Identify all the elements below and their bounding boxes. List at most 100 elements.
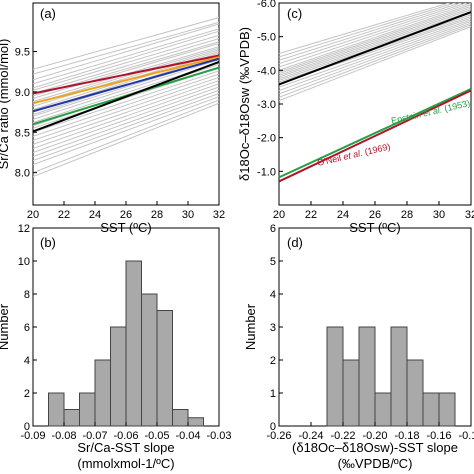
histogram-bar <box>63 409 80 427</box>
y-tick-label: 4 <box>270 289 276 301</box>
histogram-bar <box>156 310 173 427</box>
panel-d-y-axis-label: Number <box>243 303 258 350</box>
gray-regression-line <box>33 30 219 89</box>
panel-b-x-axis-label: Sr/Ca-SST slope <box>77 440 174 455</box>
gray-regression-line <box>33 76 219 141</box>
x-tick-label: -0.08 <box>51 430 76 442</box>
panel-a-y-axis-label: Sr/Ca ratio (mmol/mol) <box>0 39 11 170</box>
y-tick-label: 12 <box>18 223 30 235</box>
panel-b-x-ticks: -0.09 -0.08 -0.07 -0.06 -0.05 -0.04 -0.03 <box>20 422 232 442</box>
panel-c-y-axis-label: δ18Oc–δ18Osw (‰VPDB) <box>237 27 252 181</box>
x-tick-label: 26 <box>369 209 381 221</box>
x-tick-label: 32 <box>213 209 225 221</box>
gray-regression-line <box>33 70 219 133</box>
panel-d-bars <box>326 326 456 427</box>
gray-regression-line <box>33 28 219 85</box>
gray-regression-line <box>33 96 219 166</box>
gray-regression-line <box>33 99 219 174</box>
panel-d-label: (d) <box>287 235 303 250</box>
panel-b-y-ticks: 0 2 4 6 8 10 12 <box>18 223 37 433</box>
y-tick-label: 2 <box>24 388 30 400</box>
panel-b-x-axis-label-units: (mmolxmol-1/ºC) <box>77 456 174 471</box>
histogram-bar <box>390 326 408 427</box>
histogram-bar <box>438 392 456 427</box>
panel-b-bars <box>48 260 204 427</box>
gray-regression-line <box>33 93 219 162</box>
panel-b-label: (b) <box>40 235 56 250</box>
y-tick-label: -3.0 <box>257 99 276 111</box>
panel-c-label: (c) <box>287 6 302 21</box>
gray-regression-line <box>279 4 471 71</box>
gray-regression-line <box>33 59 219 120</box>
y-tick-label: -5.0 <box>257 32 276 44</box>
gray-regression-line <box>279 26 471 102</box>
histogram-bar <box>358 326 376 427</box>
x-tick-label: -0.04 <box>175 430 200 442</box>
x-tick-label: 30 <box>433 209 445 221</box>
panel-b-y-axis-label: Number <box>0 303 11 350</box>
x-tick-label: 28 <box>151 209 163 221</box>
x-tick-label: -0.16 <box>426 430 451 442</box>
panel-a-x-ticks: 20 22 24 26 28 30 32 <box>27 201 225 221</box>
gray-regression-line <box>33 34 219 91</box>
y-tick-label: 6 <box>270 223 276 235</box>
x-tick-label: -0.24 <box>298 430 323 442</box>
y-tick-label: 2 <box>270 355 276 367</box>
y-tick-label: -2.0 <box>257 133 276 145</box>
panel-c-y-ticks: -6.0 -5.0 -4.0 -3.0 -2.0 -1.0 <box>257 0 283 178</box>
y-tick-label: 9.5 <box>15 46 30 58</box>
gray-regression-line <box>279 10 471 78</box>
y-tick-label: 6 <box>24 322 30 334</box>
gray-regression-line <box>279 3 471 68</box>
annotation-epstein: Epstein et al. (1953) <box>390 98 471 126</box>
annotation-oneil-italic: et al. <box>342 148 363 162</box>
panel-c-gray-lines <box>279 3 471 102</box>
annotation-oneil-tail: (1969) <box>361 141 391 157</box>
panel-c-series <box>278 11 472 183</box>
x-tick-label: -0.09 <box>20 430 45 442</box>
y-tick-label: 0 <box>270 421 276 433</box>
x-tick-label: 30 <box>182 209 194 221</box>
x-tick-label: 20 <box>27 209 39 221</box>
panel-a: 20 22 24 26 28 30 32 8.08.59.09.5 (a) SST (ºC)… <box>0 2 225 235</box>
x-tick-label: -0.03 <box>206 430 231 442</box>
gray-regression-line <box>33 73 219 137</box>
y-tick-label: 9.0 <box>15 87 30 99</box>
series-line-red <box>32 54 220 95</box>
histogram-bar <box>422 392 440 427</box>
annotation-epstein-lead: Epstein <box>390 109 424 126</box>
panel-a-label: (a) <box>40 6 56 21</box>
gray-regression-line <box>279 24 471 98</box>
gray-regression-line <box>279 21 471 92</box>
x-tick-label: 24 <box>89 209 101 221</box>
gray-regression-line <box>33 89 219 157</box>
gray-regression-line <box>33 102 219 178</box>
panel-b: -0.09 -0.08 -0.07 -0.06 -0.05 -0.04 -0.03 0 2 4 6… <box>0 223 232 471</box>
gray-regression-line <box>33 80 219 145</box>
gray-regression-line <box>33 49 219 107</box>
gray-regression-line <box>33 83 219 149</box>
y-tick-label: 3 <box>270 322 276 334</box>
series-line-orange <box>32 56 220 105</box>
x-tick-label: 26 <box>120 209 132 221</box>
y-tick-label: -6.0 <box>257 0 276 10</box>
y-tick-label: 4 <box>24 355 30 367</box>
y-tick-label: 1 <box>270 388 276 400</box>
gray-regression-line <box>33 21 219 75</box>
y-tick-label: 0 <box>24 421 30 433</box>
panel-d-x-ticks: -0.26 -0.24 -0.22 -0.20 -0.18 -0.16 -0.14 <box>266 422 474 442</box>
annotation-epstein-italic: et al. <box>422 104 443 118</box>
x-tick-label: 20 <box>273 209 285 221</box>
annotation-oneil-lead: O'Neil <box>316 152 344 168</box>
y-tick-label: -1.0 <box>257 166 276 178</box>
y-tick-label: 5 <box>270 256 276 268</box>
x-tick-label: 28 <box>401 209 413 221</box>
x-tick-label: -0.07 <box>82 430 107 442</box>
series-line-black <box>32 61 220 133</box>
histogram-bar <box>141 293 158 427</box>
gray-regression-line <box>279 7 471 75</box>
gray-regression-line <box>279 9 471 76</box>
histogram-bar <box>406 359 424 427</box>
histogram-bar <box>79 392 96 427</box>
